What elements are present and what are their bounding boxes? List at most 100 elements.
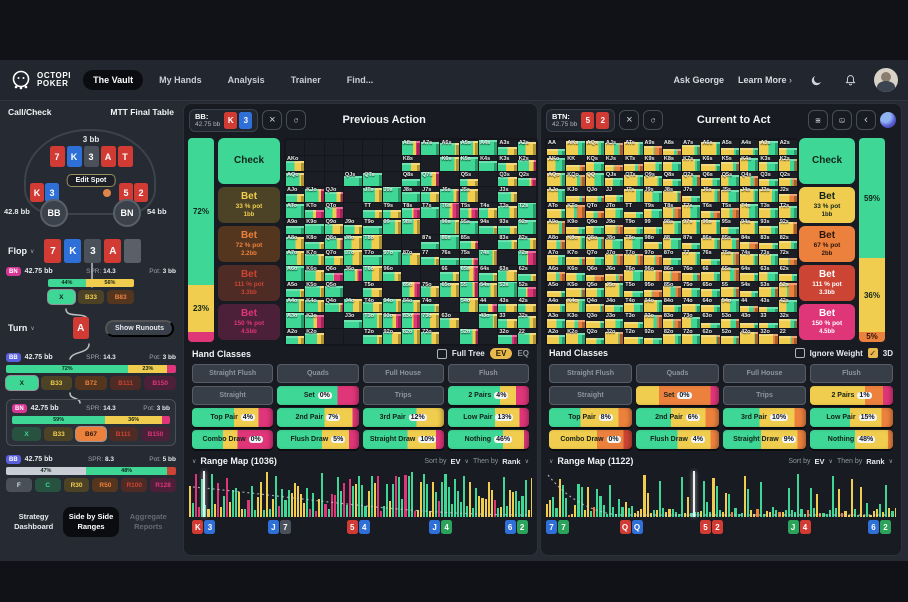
hand-cell-74s[interactable]: 74s: [479, 250, 498, 266]
hand-cell-T6s[interactable]: T6s: [440, 203, 459, 218]
hand-cell-T5o[interactable]: T5o: [624, 281, 643, 297]
hand-cell-42o[interactable]: 42o: [740, 329, 759, 344]
bet-33-pot-button[interactable]: Bet 33 % pot 1bb: [799, 187, 855, 223]
eq-toggle[interactable]: EQ: [517, 349, 529, 358]
hand-cell-54s[interactable]: 54s: [740, 281, 759, 297]
hand-cell-AQs[interactable]: AQs: [585, 140, 604, 155]
hand-cell-J2o[interactable]: [343, 329, 363, 344]
hand-cell-Q7o[interactable]: Q7o: [585, 250, 604, 266]
hand-cell-A7o[interactable]: A7o: [286, 250, 305, 266]
hand-cell-QQ[interactable]: [324, 171, 343, 187]
hand-cell-J7o[interactable]: J7o: [343, 250, 363, 266]
hand-cell-65o[interactable]: 65o: [701, 281, 720, 297]
hand-cell-76s[interactable]: 76s: [701, 250, 720, 266]
hand-cell-J3o[interactable]: J3o: [604, 313, 624, 329]
hand-cell-87o[interactable]: 87o: [401, 250, 421, 266]
close-button[interactable]: ×: [262, 110, 283, 130]
hand-cell-K2o[interactable]: K2o: [566, 329, 585, 344]
bet-111-pot-button[interactable]: Bet 111 % pot 3.3bb: [218, 265, 280, 301]
hand-cell-Q9o[interactable]: Q9o: [324, 218, 343, 234]
hand-cell-92o[interactable]: 92o: [382, 329, 401, 344]
hand-cell-T8o[interactable]: T8o: [624, 234, 643, 250]
hand-cell-T6o[interactable]: T6o: [363, 266, 382, 281]
hand-cell-98o[interactable]: [382, 234, 401, 250]
action-button-x[interactable]: X: [12, 427, 42, 441]
check-main-button[interactable]: Check: [218, 138, 280, 184]
hand-cell-42s[interactable]: 42s: [778, 297, 797, 313]
bn-seat[interactable]: BN: [113, 199, 141, 227]
hand-cell-95s[interactable]: 95s: [720, 218, 740, 234]
hand-class-nothing[interactable]: Nothing 48%: [810, 430, 893, 449]
hand-cell-94s[interactable]: 94s: [479, 218, 498, 234]
hand-cell-J8o[interactable]: J8o: [343, 234, 363, 250]
hand-cell-98s[interactable]: 98s: [401, 218, 421, 234]
action-button-f[interactable]: F: [6, 478, 32, 492]
hand-cell-J8s[interactable]: J8s: [662, 187, 682, 203]
hand-cell-Q9o[interactable]: Q9o: [585, 218, 604, 234]
hand-cell-K8s[interactable]: K8s: [401, 155, 421, 171]
hand-cell-53s[interactable]: 53s: [759, 281, 778, 297]
hand-cell-K2s[interactable]: K2s: [778, 155, 797, 171]
hand-cell-TT[interactable]: TT: [624, 203, 643, 218]
hand-cell-T4s[interactable]: T4s: [740, 203, 759, 218]
hand-cell-KTo[interactable]: KTo: [305, 203, 324, 218]
hand-class-top-pair[interactable]: Top Pair 8%: [549, 408, 632, 427]
action-button-b111[interactable]: B111: [108, 427, 138, 441]
hand-cell-52s[interactable]: 52s: [517, 281, 536, 297]
hand-cell-A6s[interactable]: A6s: [440, 140, 459, 155]
hand-cell-A4s[interactable]: A4s: [740, 140, 759, 155]
hand-cell-K3o[interactable]: K3o: [305, 313, 324, 329]
hand-cell-75o[interactable]: 75o: [682, 281, 701, 297]
hand-cell-QTo[interactable]: QTo: [585, 203, 604, 218]
hand-class-flush-draw[interactable]: Flush Draw 4%: [636, 430, 719, 449]
hand-cell-J9o[interactable]: J9o: [604, 218, 624, 234]
hand-cell-AA[interactable]: [286, 140, 305, 155]
hand-cell-A5o[interactable]: A5o: [547, 281, 566, 297]
hand-cell-63s[interactable]: 63s: [498, 266, 517, 281]
hand-cell-AKs[interactable]: [305, 140, 324, 155]
hand-cell-J8s[interactable]: J8s: [401, 187, 421, 203]
hand-cell-T7s[interactable]: T7s: [421, 203, 440, 218]
collapse-panel-button[interactable]: ‹: [855, 110, 876, 130]
hand-cell-TT[interactable]: TT: [363, 203, 382, 218]
hand-cell-K9s[interactable]: [382, 155, 401, 171]
hand-cell-72s[interactable]: 72s: [778, 250, 797, 266]
hand-cell-94o[interactable]: 94o: [382, 297, 401, 313]
hand-cell-64s[interactable]: 64s: [740, 266, 759, 281]
hand-cell-75o[interactable]: 75o: [421, 281, 440, 297]
hand-cell-AQo[interactable]: AQo: [547, 171, 566, 187]
hand-cell-JTo[interactable]: [343, 203, 363, 218]
snapshot-button[interactable]: [831, 110, 852, 130]
hand-cell-Q7s[interactable]: Q7s: [421, 171, 440, 187]
hand-cell-T9s[interactable]: T9s: [643, 203, 662, 218]
grid-view-button[interactable]: [807, 110, 828, 130]
tab-aggregate-reports[interactable]: Aggregate Reports: [129, 512, 167, 531]
bet-67-pot-button[interactable]: Bet 67 % pot 2bb: [799, 226, 855, 262]
hand-cell-66[interactable]: 66: [440, 266, 459, 281]
hand-cell-ATs[interactable]: [363, 140, 382, 155]
hand-class-full-house[interactable]: Full House: [362, 364, 444, 383]
hand-range-matrix[interactable]: A8s A7s A6s A5s A4s A3s A2s AKo K8s K6s K5s K4s K3s K…: [284, 138, 538, 346]
hand-cell-92s[interactable]: 92s: [517, 218, 536, 234]
hand-cell-Q5s[interactable]: Q5s: [720, 171, 740, 187]
then-by-value[interactable]: Rank: [502, 456, 521, 466]
hand-cell-63o[interactable]: 63o: [701, 313, 720, 329]
hand-cell-ATo[interactable]: ATo: [547, 203, 566, 218]
hand-cell-86s[interactable]: 86s: [701, 234, 720, 250]
hand-class-set[interactable]: Set 0%: [277, 386, 359, 405]
hand-cell-K5o[interactable]: K5o: [566, 281, 585, 297]
hand-cell-J7s[interactable]: J7s: [682, 187, 701, 203]
hand-cell-K4s[interactable]: K4s: [740, 155, 759, 171]
hand-class-trips[interactable]: Trips: [723, 386, 806, 405]
hand-cell-KJo[interactable]: KJo: [305, 187, 324, 203]
hand-cell-Q6s[interactable]: [440, 171, 459, 187]
action-button-b33[interactable]: B33: [44, 427, 74, 441]
hand-class-full-house[interactable]: Full House: [723, 364, 806, 383]
hand-cell-A4o[interactable]: A4o: [547, 297, 566, 313]
action-button-r128[interactable]: R128: [150, 478, 176, 492]
hand-cell-Q6o[interactable]: Q6o: [324, 266, 343, 281]
